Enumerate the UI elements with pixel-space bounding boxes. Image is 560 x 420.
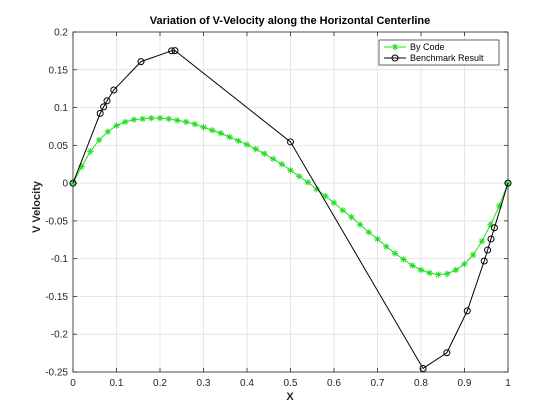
data-point bbox=[313, 185, 320, 193]
data-point bbox=[139, 115, 146, 123]
x-tick-label: 0.9 bbox=[458, 378, 472, 389]
x-tick-label: 0 bbox=[70, 378, 76, 389]
data-point bbox=[419, 364, 427, 372]
data-point bbox=[113, 122, 120, 129]
data-point bbox=[171, 47, 179, 55]
y-axis-label: V Velocity bbox=[31, 180, 43, 233]
data-point bbox=[235, 137, 242, 144]
x-tick-label: 0.4 bbox=[240, 378, 254, 389]
data-point bbox=[287, 138, 294, 146]
data-point bbox=[435, 271, 442, 278]
y-tick-label: -0.15 bbox=[45, 292, 68, 303]
data-point bbox=[156, 114, 164, 122]
data-point bbox=[200, 124, 207, 131]
data-point bbox=[226, 133, 233, 141]
data-point bbox=[165, 115, 172, 123]
x-tick-label: 0.3 bbox=[197, 378, 211, 389]
y-tick-label: -0.25 bbox=[45, 368, 68, 379]
data-point bbox=[443, 270, 451, 277]
data-point bbox=[243, 141, 251, 148]
data-point bbox=[409, 262, 416, 269]
data-point bbox=[383, 243, 390, 250]
y-tick-label: -0.05 bbox=[45, 216, 68, 227]
data-point bbox=[217, 130, 225, 137]
chart-title: Variation of V-Velocity along the Horizo… bbox=[150, 15, 431, 27]
data-point bbox=[484, 246, 492, 254]
data-point bbox=[417, 266, 425, 274]
data-point bbox=[130, 116, 138, 123]
x-tick-label: 0.8 bbox=[414, 378, 428, 389]
series-2 bbox=[69, 47, 512, 372]
ticks: 0 0.1 0.2 0.3 0.4 0.5 0.6 0.7 0.8 0.9 1 0.2 0.15 0.1 0… bbox=[45, 28, 511, 390]
data-point bbox=[122, 118, 129, 126]
x-tick-label: 1 bbox=[505, 378, 511, 389]
y-tick-label: 0.1 bbox=[54, 103, 68, 114]
data-point bbox=[137, 58, 145, 66]
data-point bbox=[287, 167, 294, 174]
data-point bbox=[348, 213, 355, 221]
x-tick-label: 0.1 bbox=[110, 378, 124, 389]
data-point bbox=[182, 118, 190, 126]
x-tick-label: 0.6 bbox=[327, 378, 341, 389]
data-point bbox=[278, 161, 285, 168]
data-point bbox=[95, 136, 103, 144]
data-point bbox=[261, 150, 268, 157]
data-point bbox=[504, 179, 512, 187]
legend-marker bbox=[391, 43, 399, 51]
legend-box bbox=[378, 39, 500, 66]
data-point bbox=[426, 269, 433, 277]
data-point bbox=[104, 128, 111, 135]
x-tick-label: 0.7 bbox=[371, 378, 385, 389]
data-point bbox=[391, 250, 399, 257]
data-point bbox=[461, 260, 468, 268]
data-point bbox=[96, 109, 104, 117]
data-point bbox=[110, 86, 118, 94]
data-point bbox=[174, 117, 181, 124]
data-point bbox=[100, 103, 108, 111]
y-tick-label: -0.2 bbox=[51, 330, 69, 341]
series-line bbox=[72, 50, 509, 370]
data-point bbox=[339, 207, 346, 214]
series-1 bbox=[69, 114, 512, 278]
data-point bbox=[148, 114, 155, 122]
y-tick-label: 0 bbox=[62, 179, 68, 190]
data-point bbox=[470, 251, 477, 259]
series-layer bbox=[69, 47, 512, 372]
x-axis-label: X bbox=[286, 391, 294, 403]
legend-marker bbox=[391, 54, 399, 62]
data-point bbox=[191, 120, 198, 128]
y-tick-label: -0.1 bbox=[51, 254, 69, 265]
data-point bbox=[487, 235, 495, 243]
data-point bbox=[269, 155, 277, 163]
y-tick-label: 0.15 bbox=[49, 65, 69, 76]
data-point bbox=[480, 257, 488, 265]
legend-label: By Code bbox=[410, 42, 445, 52]
data-point bbox=[304, 179, 312, 186]
data-point bbox=[252, 145, 259, 153]
data-point bbox=[322, 192, 329, 200]
data-point bbox=[400, 256, 407, 263]
data-point bbox=[356, 221, 364, 228]
data-point bbox=[87, 148, 94, 155]
y-tick-label: 0.05 bbox=[49, 141, 69, 152]
data-point bbox=[463, 307, 471, 315]
data-point bbox=[478, 238, 486, 245]
data-point bbox=[452, 266, 459, 274]
data-point bbox=[443, 349, 451, 357]
data-point bbox=[490, 224, 498, 232]
data-point bbox=[365, 229, 372, 236]
data-point bbox=[296, 173, 303, 180]
y-tick-label: 0.2 bbox=[54, 28, 68, 39]
data-point bbox=[330, 199, 338, 206]
data-point bbox=[103, 97, 111, 105]
x-tick-label: 0.2 bbox=[153, 378, 167, 389]
data-point bbox=[209, 127, 216, 134]
data-point bbox=[374, 235, 381, 243]
legend-label: Benchmark Result bbox=[410, 53, 484, 63]
data-point bbox=[168, 47, 176, 55]
data-point bbox=[69, 179, 77, 187]
x-tick-label: 0.5 bbox=[284, 378, 298, 389]
